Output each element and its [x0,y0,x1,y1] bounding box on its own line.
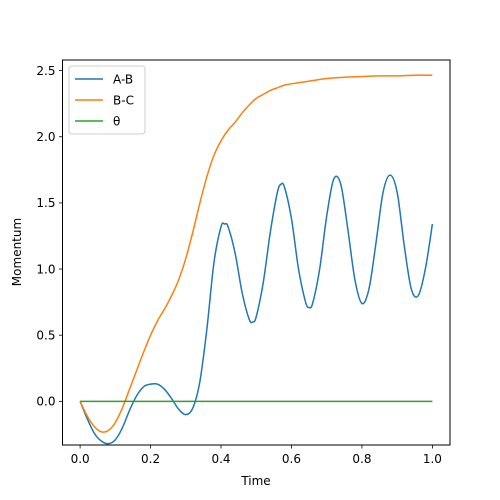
y-axis: 0.0 0.5 1.0 1.5 2.0 2.5 [36,64,63,409]
legend-label-1: A-B [113,72,133,86]
x-axis: 0.0 0.2 0.4 0.6 0.8 1.0 [71,445,442,466]
plot-frame [62,59,451,446]
x-tick-label: 0.8 [352,452,371,466]
x-tick-label: 0.0 [71,452,90,466]
legend-label-3: θ [113,114,120,128]
y-tick-label: 2.0 [36,130,55,144]
legend-box [68,65,146,135]
x-axis-label: Time [240,474,270,488]
y-tick-label: 1.5 [36,196,55,210]
y-tick-label: 2.5 [36,64,55,78]
legend: A-B B-C θ [68,65,146,135]
x-tick-label: 0.6 [282,452,301,466]
legend-label-2: B-C [113,93,134,107]
y-tick-label: 0.0 [36,395,55,409]
x-tick-label: 1.0 [423,452,442,466]
series-lines [79,74,434,445]
series-line-2 [79,74,433,433]
y-tick-label: 0.5 [36,328,55,342]
x-tick-label: 0.2 [141,452,160,466]
series-line-1 [79,174,434,445]
y-axis-label: Momentum [10,218,24,286]
y-tick-label: 1.0 [36,262,55,276]
x-tick-label: 0.4 [211,452,230,466]
